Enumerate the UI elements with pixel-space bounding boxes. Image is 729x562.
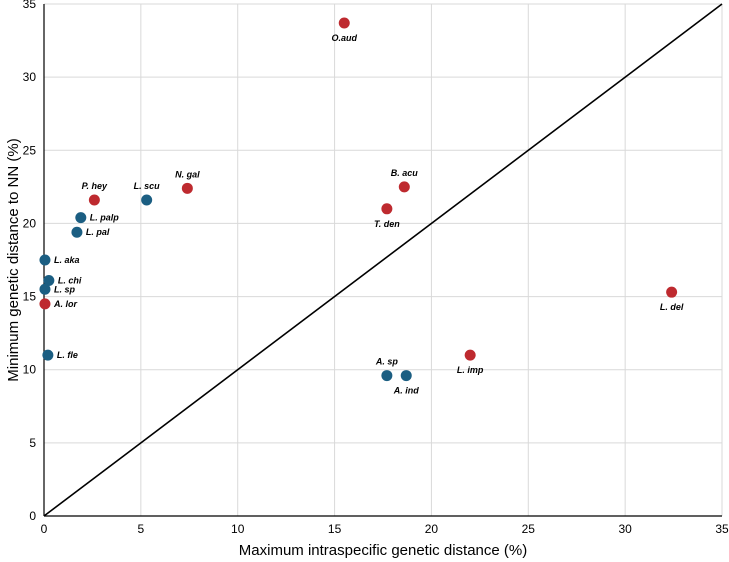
data-point xyxy=(338,17,350,29)
data-point xyxy=(43,274,55,286)
x-tick-label: 15 xyxy=(328,522,342,536)
point-label: N. gal xyxy=(175,169,200,179)
data-point xyxy=(398,181,410,193)
x-tick-label: 20 xyxy=(425,522,439,536)
y-tick-label: 0 xyxy=(29,509,36,523)
x-tick-label: 10 xyxy=(231,522,245,536)
x-tick-label: 0 xyxy=(41,522,48,536)
point-label: L. scu xyxy=(134,181,161,191)
point-label: L. del xyxy=(660,302,684,312)
point-label: L. chi xyxy=(58,275,82,285)
data-point xyxy=(75,212,87,224)
point-label: P. hey xyxy=(82,181,108,191)
data-points xyxy=(39,17,678,382)
grid-lines xyxy=(44,3,723,516)
y-tick-label: 10 xyxy=(23,363,37,377)
point-label: A. ind xyxy=(393,386,419,396)
data-point xyxy=(88,194,100,206)
x-axis-title: Maximum intraspecific genetic distance (… xyxy=(239,542,527,559)
data-point xyxy=(181,182,193,194)
point-label: L. aka xyxy=(54,255,80,265)
x-tick-label: 30 xyxy=(618,522,632,536)
data-point xyxy=(141,194,153,206)
point-label: L. sp xyxy=(54,284,76,294)
point-label: T. den xyxy=(374,219,400,229)
data-point xyxy=(39,254,51,266)
data-point xyxy=(71,226,83,238)
point-label: L. imp xyxy=(457,365,484,375)
point-labels: O.aud N. gal P. hey L. scu B. acu T. den L. pa… xyxy=(53,33,684,396)
x-tick-label: 35 xyxy=(715,522,729,536)
data-point xyxy=(39,283,51,295)
data-point xyxy=(381,203,393,215)
x-tick-label: 5 xyxy=(138,522,145,536)
x-tick-label: 25 xyxy=(522,522,536,536)
point-label: O.aud xyxy=(331,33,357,43)
reference-line-group xyxy=(43,3,723,517)
data-point xyxy=(400,370,412,382)
reference-line xyxy=(43,3,723,517)
data-point xyxy=(464,349,476,361)
tick-labels: 0 5 10 15 20 25 30 35 0 5 10 15 20 25 30 35 xyxy=(23,0,729,536)
data-point xyxy=(666,286,678,298)
point-label: A. lor xyxy=(53,299,77,309)
data-point xyxy=(39,298,51,310)
point-label: B. acu xyxy=(391,168,419,178)
y-tick-label: 15 xyxy=(23,290,37,304)
y-tick-label: 35 xyxy=(23,0,37,11)
data-point xyxy=(381,370,393,382)
point-label: L. fle xyxy=(57,350,78,360)
point-label: A. sp xyxy=(375,357,399,367)
y-tick-label: 25 xyxy=(23,143,37,157)
y-axis-title: Minimum genetic distance to NN (%) xyxy=(5,138,22,381)
y-tick-label: 20 xyxy=(23,216,37,230)
y-tick-label: 30 xyxy=(23,70,37,84)
point-label: L. palp xyxy=(90,213,120,223)
y-tick-label: 5 xyxy=(29,436,36,450)
point-label: L. pal xyxy=(86,227,110,237)
data-point xyxy=(42,349,54,361)
